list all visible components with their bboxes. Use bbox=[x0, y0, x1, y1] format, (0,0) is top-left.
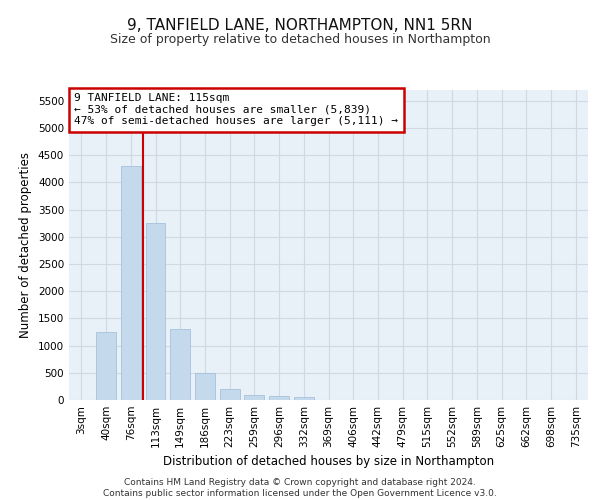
Bar bbox=[146, 223, 166, 400]
Text: 9, TANFIELD LANE, NORTHAMPTON, NN1 5RN: 9, TANFIELD LANE, NORTHAMPTON, NN1 5RN bbox=[127, 18, 473, 32]
Bar bbox=[244, 394, 264, 400]
Text: 9 TANFIELD LANE: 115sqm
← 53% of detached houses are smaller (5,839)
47% of semi: 9 TANFIELD LANE: 115sqm ← 53% of detache… bbox=[74, 93, 398, 126]
Bar bbox=[121, 166, 140, 400]
Text: Size of property relative to detached houses in Northampton: Size of property relative to detached ho… bbox=[110, 32, 490, 46]
Bar bbox=[220, 389, 239, 400]
Bar bbox=[195, 373, 215, 400]
Bar bbox=[269, 396, 289, 400]
Y-axis label: Number of detached properties: Number of detached properties bbox=[19, 152, 32, 338]
Bar bbox=[294, 398, 314, 400]
Text: Contains HM Land Registry data © Crown copyright and database right 2024.
Contai: Contains HM Land Registry data © Crown c… bbox=[103, 478, 497, 498]
X-axis label: Distribution of detached houses by size in Northampton: Distribution of detached houses by size … bbox=[163, 456, 494, 468]
Bar bbox=[170, 330, 190, 400]
Bar bbox=[96, 332, 116, 400]
